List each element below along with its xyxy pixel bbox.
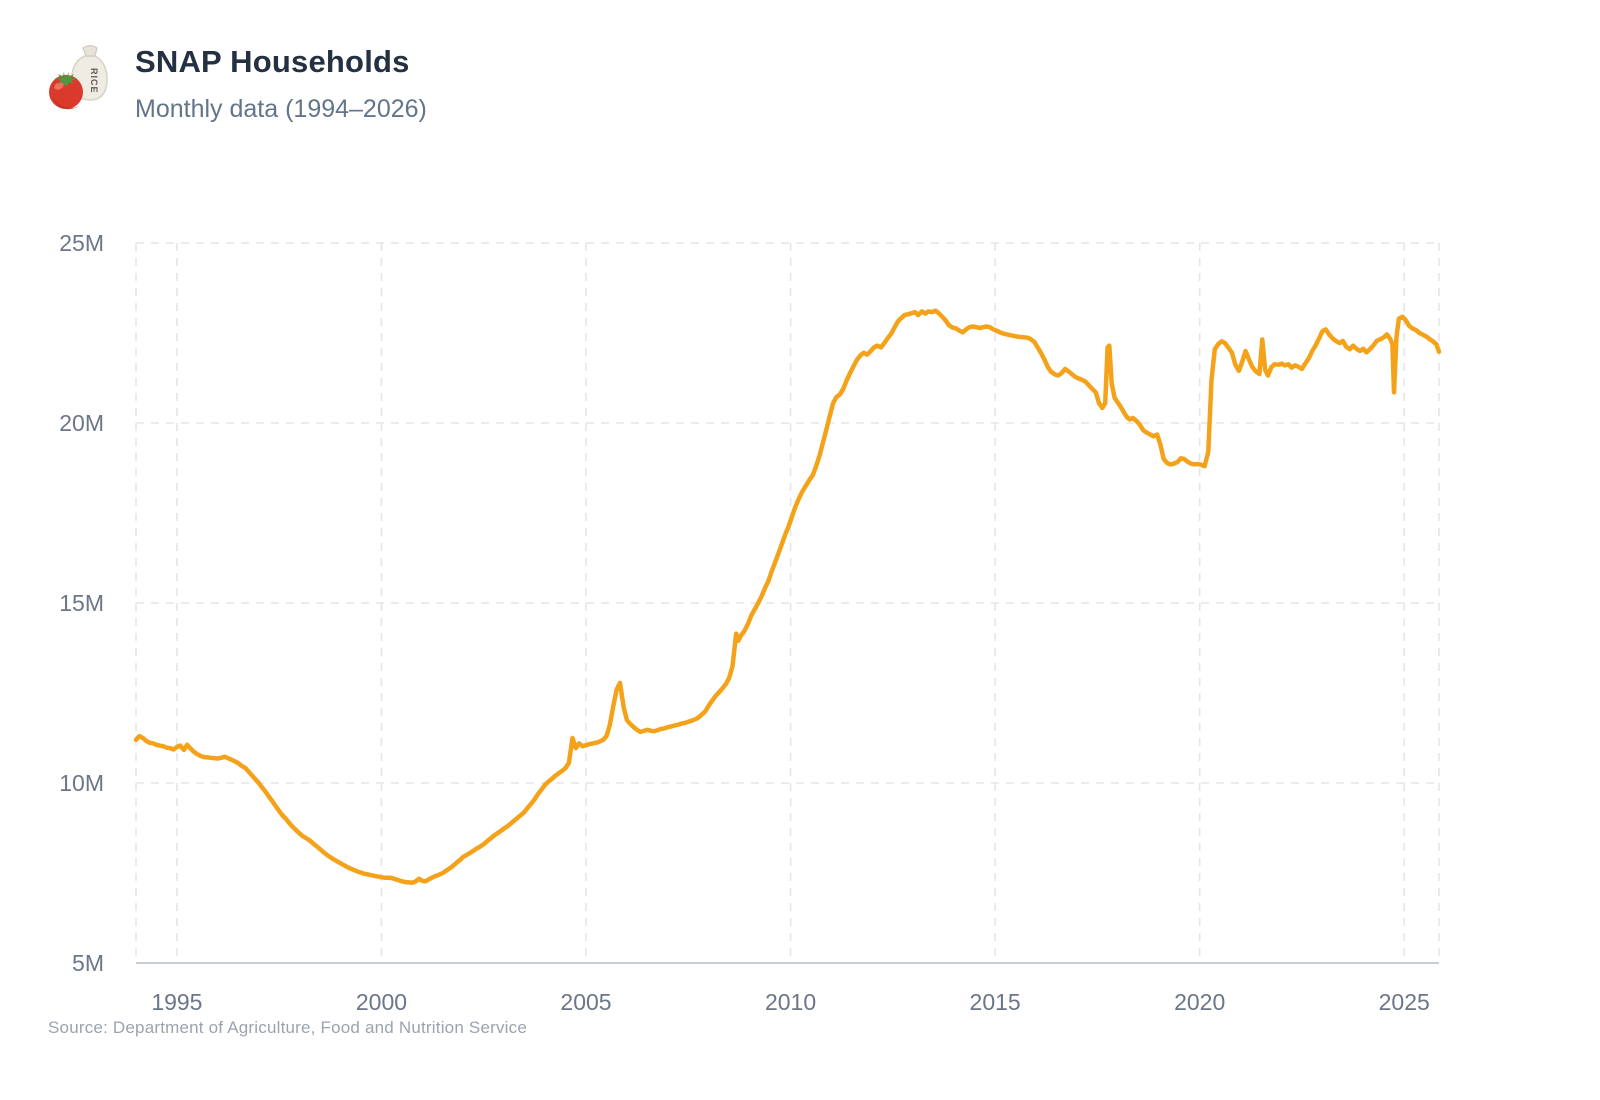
y-tick-label: 10M — [59, 770, 104, 796]
x-tick-label: 2005 — [560, 989, 611, 1015]
x-tick-label: 2010 — [765, 989, 816, 1015]
page-subtitle: Monthly data (1994–2026) — [135, 94, 427, 123]
series-line — [133, 308, 1442, 885]
rice-sack-knot — [82, 45, 98, 57]
x-tick-label: 2025 — [1379, 989, 1430, 1015]
x-tick-label: 1995 — [151, 989, 202, 1015]
tomato-and-rice-sack-icon: RICE — [49, 45, 108, 110]
source-note: Source: Department of Agriculture, Food … — [48, 1018, 527, 1037]
x-tick-label: 2015 — [970, 989, 1021, 1015]
y-tick-label: 25M — [59, 230, 104, 256]
y-tick-label: 20M — [59, 410, 104, 436]
y-tick-label: 15M — [59, 590, 104, 616]
x-tick-label: 2000 — [356, 989, 407, 1015]
rice-sack-label: RICE — [89, 68, 99, 94]
header: RICE SNAP Households Monthly data (1994–… — [45, 44, 427, 124]
tomato-highlight — [54, 82, 64, 90]
x-tick-label: 2020 — [1174, 989, 1225, 1015]
tomato-leaves — [55, 72, 77, 87]
page-title: SNAP Households — [135, 44, 410, 79]
y-tick-label: 5M — [72, 950, 104, 976]
header-titles: SNAP Households Monthly data (1994–2026) — [135, 44, 427, 124]
